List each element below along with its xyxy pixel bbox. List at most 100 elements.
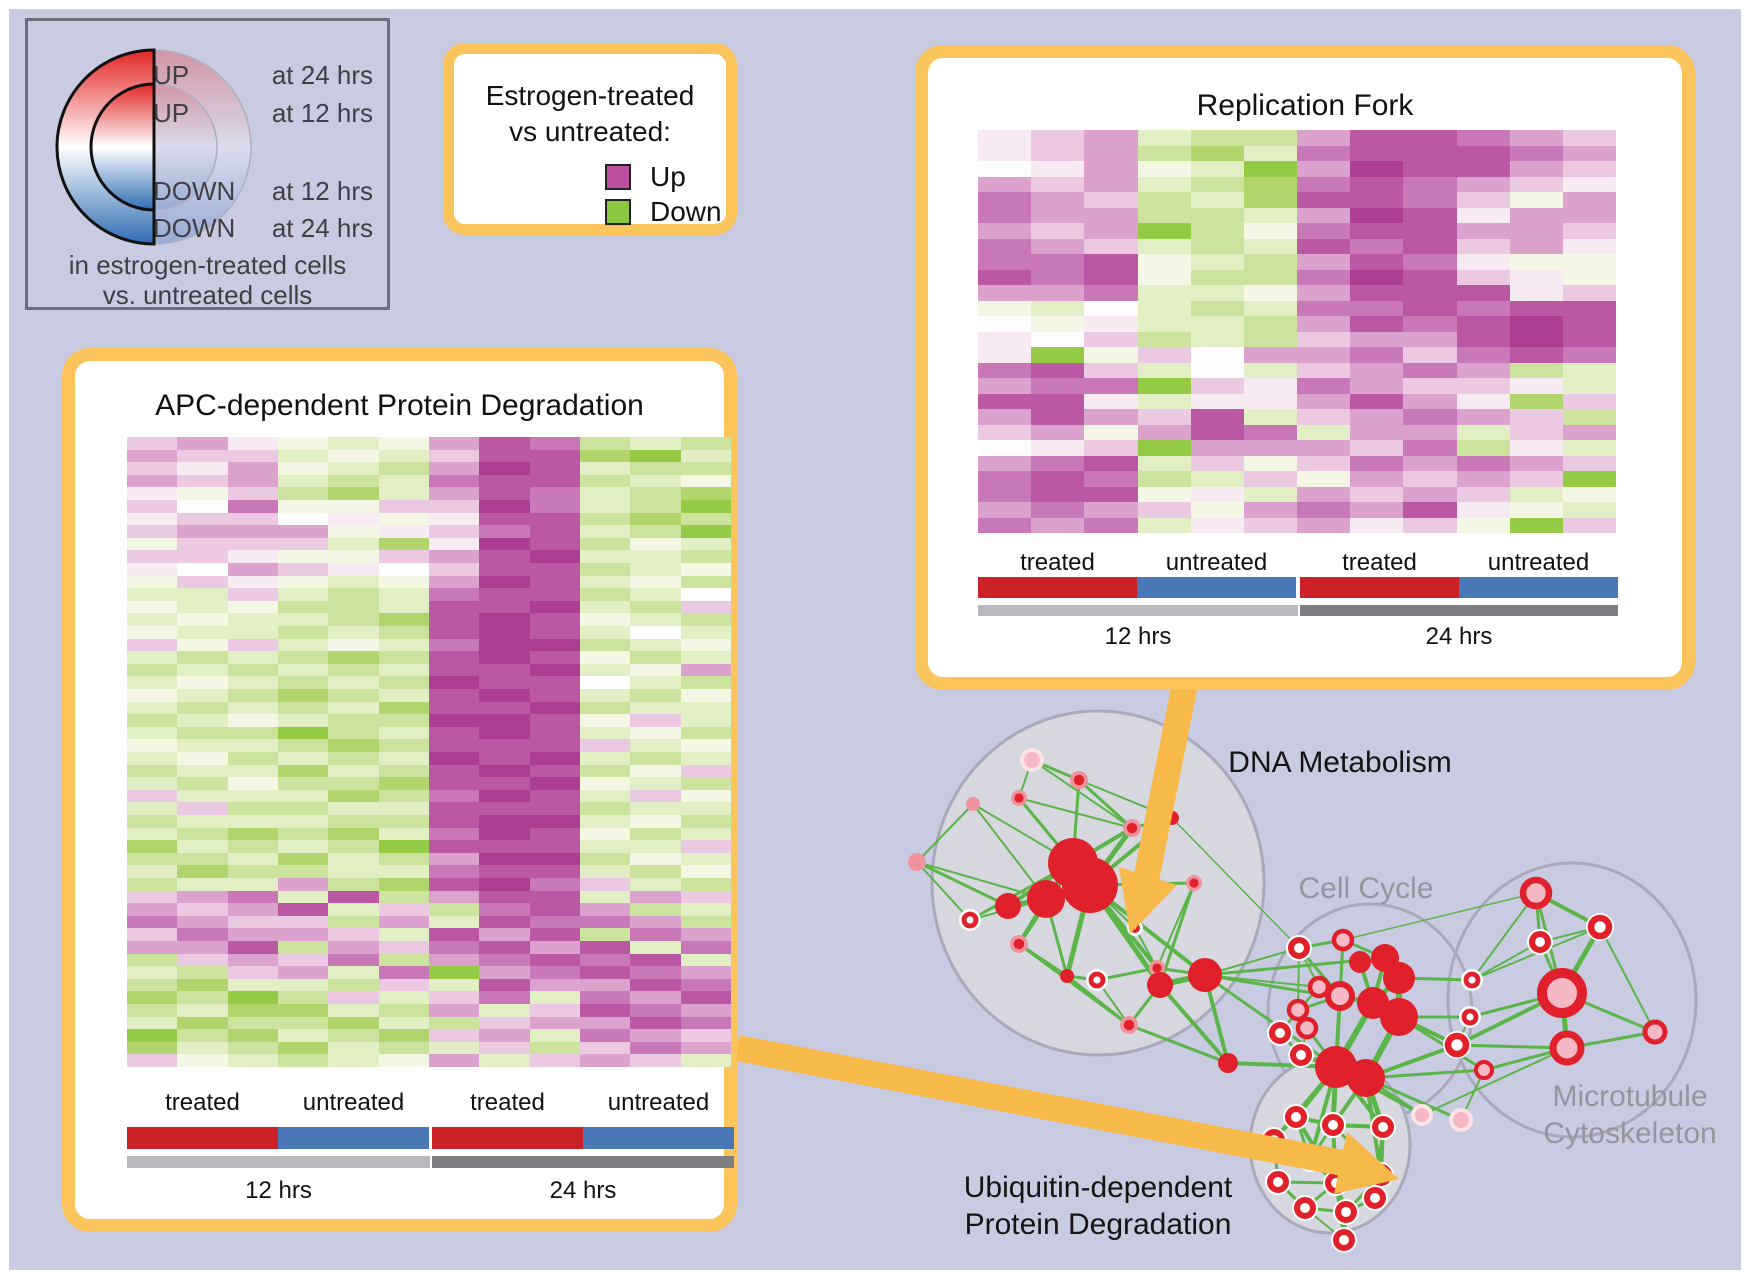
ring-row-up-12: UP at 12 hrs <box>153 98 373 128</box>
rings-footer-line2: vs. untreated cells <box>102 280 313 310</box>
network-node-ring-white <box>961 911 979 929</box>
solid-left-half <box>55 48 156 246</box>
network-node-solid <box>1383 962 1415 994</box>
network-label-1: Cell Cycle <box>1298 872 1433 905</box>
network-node-ring-white <box>1587 914 1613 940</box>
up-label: Up <box>650 161 686 192</box>
apc-untreated-bar-12h <box>278 1127 429 1149</box>
network-node-ring-white <box>1463 971 1481 989</box>
network-node-ring-pink <box>1642 1019 1668 1045</box>
network-node-ring-white <box>1285 1106 1307 1128</box>
ring-row-down-24: DOWN at 24 hrs <box>153 213 373 243</box>
apc-panel-title: APC-dependent Protein Degradation <box>155 389 644 422</box>
network-node-solid <box>995 893 1021 919</box>
network-node-red-core <box>1073 774 1085 786</box>
rf-group-label-3: treated <box>1342 549 1417 576</box>
rf-24h-label: 24 hrs <box>1425 623 1493 650</box>
network-edge <box>1421 1047 1568 1116</box>
network-svg: DNA Metabolism Cell Cycle Microtubule Cytos… <box>734 595 1717 1253</box>
apc-group-label-2: untreated <box>302 1089 405 1116</box>
rf-24h-bar <box>1300 605 1618 616</box>
network-node-pink-dot <box>966 797 980 811</box>
network-edge <box>1364 1068 1486 1080</box>
apc-panel: APC-dependent Protein Degradation treate… <box>62 348 737 1232</box>
network-edge <box>1158 983 1230 1065</box>
network-node-solid <box>1218 1053 1238 1073</box>
replication-fork-panel: Replication Fork treated untreated treat… <box>915 45 1695 690</box>
arrow-apc-to-ubiquitin-head <box>1334 1132 1399 1194</box>
figure-background: DNA Metabolism Cell Cycle Microtubule Cytos… <box>9 9 1741 1270</box>
rf-12h-label: 12 hrs <box>1104 623 1172 650</box>
network-edge <box>1127 1023 1230 1065</box>
network-node-solid <box>1027 880 1065 918</box>
apc-heatmap <box>127 437 731 1067</box>
network-node-solid <box>1380 998 1418 1036</box>
network-edge <box>1065 974 1131 1027</box>
rf-untreated-bar-12h <box>1137 577 1296 598</box>
direction-label: UP <box>153 60 190 90</box>
rings-legend: UP at 24 hrs UP at 12 hrs DOWN at 12 hrs… <box>25 18 390 310</box>
apc-12h-label: 12 hrs <box>245 1177 312 1204</box>
network-node-ring-white <box>1364 1187 1386 1209</box>
network-node-solid <box>1188 958 1222 992</box>
network-label-3: Protein Degradation <box>965 1208 1232 1241</box>
network-edge <box>1203 973 1338 1069</box>
network-node-solid <box>1347 1059 1385 1097</box>
network-node-red-core <box>1126 822 1138 834</box>
network-node-pale-ring <box>1411 1104 1433 1126</box>
apc-untreated-bar-24h <box>583 1127 734 1149</box>
time-label: at 24 hrs <box>271 213 373 243</box>
network-edge <box>1471 892 1537 981</box>
faded-right-half <box>153 49 252 245</box>
network-node-solid <box>1349 951 1371 973</box>
network-node-red-core <box>1152 963 1162 973</box>
network-node-red-core <box>1013 938 1025 950</box>
rf-group-label-2: untreated <box>1165 549 1268 576</box>
ring-row-up-24: UP at 24 hrs <box>153 60 373 90</box>
rf-untreated-bar-24h <box>1459 577 1618 598</box>
cluster-microtubule-cytoskeleton <box>1446 861 1698 1139</box>
network-edge <box>1031 759 1133 829</box>
apc-group-label-3: treated <box>470 1089 545 1116</box>
rf-heatmap <box>978 130 1616 533</box>
rf-group-label-1: treated <box>1020 549 1095 576</box>
direction-label: UP <box>153 98 190 128</box>
network-edge <box>1077 778 1134 830</box>
network-node-pale-ring <box>1020 748 1044 772</box>
network-node-red-core <box>1014 793 1024 803</box>
network-node-red-core <box>1189 878 1199 888</box>
network-node-ring-pink <box>1325 981 1355 1011</box>
network-node-ring-white <box>1322 1114 1344 1136</box>
up-color-swatch <box>605 164 631 190</box>
direction-label: DOWN <box>153 176 236 206</box>
arrow-replication-to-dna-head <box>1119 867 1177 934</box>
apc-24h-bar <box>432 1156 734 1168</box>
network-node-pale-ring <box>1449 1108 1473 1132</box>
rf-12h-bar <box>978 605 1298 616</box>
network-node-ring-pink <box>1474 1060 1494 1080</box>
network-node-ring-pink <box>1537 968 1587 1018</box>
network-node-ring-white <box>1267 1171 1289 1193</box>
apc-group-label-4: untreated <box>607 1089 710 1116</box>
down-label: Down <box>650 196 722 227</box>
network-edge <box>1455 1043 1569 1050</box>
network-node-ring-white <box>1335 1201 1357 1223</box>
network-edge <box>915 860 1010 908</box>
network-node-ring-white <box>1461 1008 1479 1026</box>
updown-legend-title-line2: vs untreated: <box>509 116 671 147</box>
network-node-ring-white <box>1288 937 1310 959</box>
network-node-ring-white <box>1444 1032 1470 1058</box>
network-node-ring-pink <box>1295 1016 1319 1040</box>
updown-legend-title-line1: Estrogen-treated <box>485 80 695 111</box>
direction-label: DOWN <box>153 213 236 243</box>
network-node-solid <box>1147 972 1173 998</box>
network-node-ring-white <box>1294 1197 1316 1219</box>
network-node-ring-pink <box>1519 876 1553 910</box>
rf-panel-title: Replication Fork <box>1196 89 1414 122</box>
network-edge <box>1342 892 1537 941</box>
network-node-ring-white <box>1290 1044 1312 1066</box>
apc-12h-bar <box>127 1156 430 1168</box>
network-node-ring-white <box>1372 1116 1394 1138</box>
rings-footer-line1: in estrogen-treated cells <box>68 250 347 280</box>
network-edge <box>916 803 974 863</box>
